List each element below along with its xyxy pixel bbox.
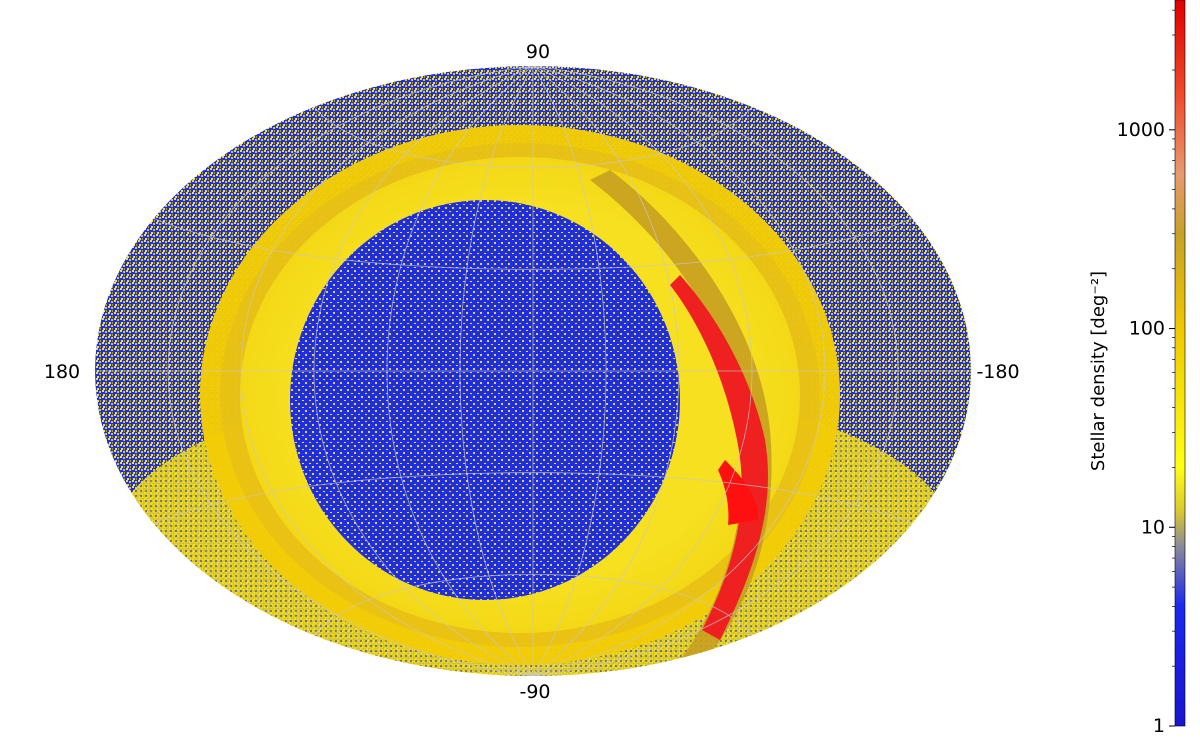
graticule-parallel bbox=[153, 218, 913, 270]
map-label-right: -180 bbox=[976, 361, 1019, 383]
dense-band bbox=[590, 170, 772, 660]
graticule-parallel bbox=[153, 472, 913, 524]
colorbar-tick-label: 10 bbox=[1141, 516, 1165, 538]
sky-map bbox=[95, 66, 971, 676]
peak-density-highlight bbox=[718, 460, 759, 525]
colorbar-ticks: 1 10 100 1000 bbox=[1117, 9, 1175, 737]
map-label-left: 180 bbox=[44, 361, 80, 383]
graticule bbox=[95, 66, 971, 676]
peak-density-region bbox=[670, 275, 768, 640]
graticule-parallel bbox=[313, 106, 753, 169]
colorbar-strip bbox=[1174, 0, 1186, 727]
colorbar-tick-label: 1000 bbox=[1117, 119, 1165, 141]
inner-low-density-region bbox=[290, 200, 680, 600]
colorbar-tick-label: 100 bbox=[1129, 318, 1165, 340]
colorbar-tick-label: 1 bbox=[1153, 715, 1165, 737]
map-label-bottom: -90 bbox=[519, 681, 550, 703]
map-label-top: 90 bbox=[526, 41, 550, 63]
colorbar: 1 10 100 1000 Stellar density [deg⁻²] bbox=[1088, 0, 1186, 737]
colorbar-label: Stellar density [deg⁻²] bbox=[1088, 271, 1109, 471]
graticule-parallel bbox=[313, 573, 753, 636]
